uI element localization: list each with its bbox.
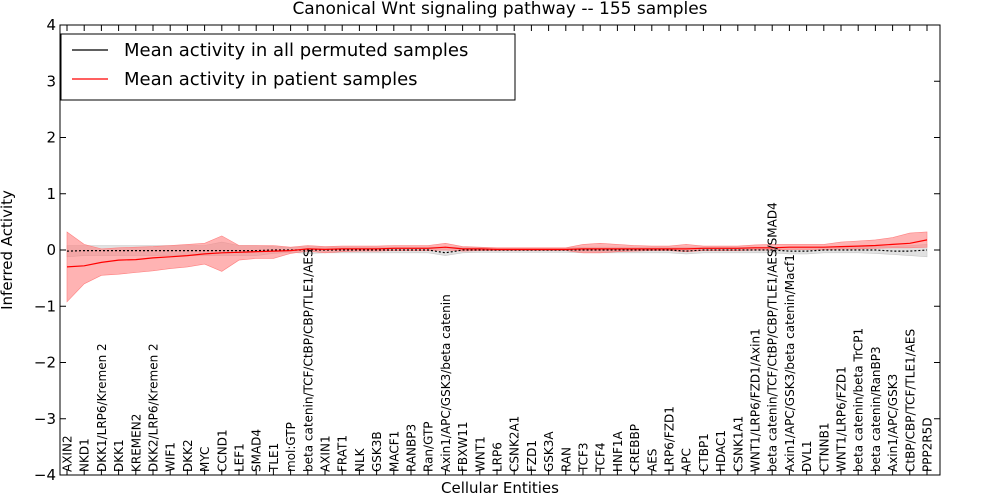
y-axis: −4 −3 −2 −1 0 1 2 3 4 [34,16,940,484]
x-tick-label: LEF1 [233,443,247,472]
x-tick-label: RANBP3 [405,424,419,472]
x-tick-label: DVL1 [800,440,814,472]
legend-label-permuted: Mean activity in all permuted samples [124,40,468,61]
x-tick-label: WNT1/LRP6/FZD1 [835,366,849,472]
x-tick-label: DKK1/LRP6/Kremen 2 [95,343,109,472]
x-tick-label: Axin1/APC/GSK3/beta catenin [439,294,453,472]
x-tick-label: DKK1 [112,439,126,472]
y-tick-label: −1 [34,297,56,315]
series-lines [66,239,928,268]
y-tick-label: 0 [46,241,56,259]
y-tick-label: −3 [34,410,56,428]
x-tick-label: GSK3A [542,431,556,472]
line-series-1 [66,239,928,268]
x-tick-label: CCND1 [215,429,229,472]
x-tick-label: FZD1 [525,440,539,472]
x-tick-label: NLK [353,447,367,472]
y-axis-label: Inferred Activity [0,190,16,310]
x-tick-label: TCF4 [594,442,608,473]
x-tick-label: beta catenin/RanBP3 [869,346,883,472]
y-tick-label: −4 [34,466,56,484]
line-series-0 [66,249,928,254]
x-tick-label: Axin1/APC/GSK3/beta catenin/Macf1 [783,254,797,472]
x-tick-label: DKK2/LRP6/Kremen 2 [147,343,161,472]
x-tick-label: WNT1/LRP6/FZD1/Axin1 [749,328,763,472]
x-tick-label: WIF1 [164,442,178,472]
x-tick-label: TLE1 [267,443,281,473]
x-tick-label: CTBP1 [697,433,711,472]
x-tick-label: WNT1 [473,436,487,472]
x-tick-label: GSK3B [370,431,384,472]
x-tick-label: beta catenin/TCF/CtBP/CBP/TLE1/AES [301,249,315,472]
x-tick-label: TCF3 [577,442,591,473]
y-tick-label: 3 [46,72,56,90]
band-series-1 [66,231,928,303]
x-tick-label: beta catenin/TCF/CtBP/CBP/TLE1/AES/SMAD4 [766,202,780,472]
x-tick-label: FBXW11 [456,422,470,473]
x-tick-label: AES [645,449,659,472]
x-tick-label: CSNK1A1 [731,416,745,472]
x-tick-label: HNF1A [611,430,625,472]
x-tick-label: CSNK2A1 [508,416,522,472]
x-tick-label: CREBBP [628,424,642,472]
x-tick-label: AXIN1 [319,435,333,472]
x-tick-label: MACF1 [387,431,401,472]
y-tick-label: 2 [46,129,56,147]
x-tick-label: LRP6 [491,442,505,472]
legend: Mean activity in all permuted samples Me… [60,33,516,101]
x-tick-label: CTNNB1 [817,422,831,472]
legend-label-patient: Mean activity in patient samples [124,69,418,90]
x-axis: AXIN2 NKD1 DKK1/LRP6/Kremen 2 DKK1 KREMEN2 DK… [61,25,935,475]
y-tick-label: 1 [46,185,56,203]
x-tick-label: LRP6/FZD1 [663,406,677,472]
x-tick-label: Axin1/APC/GSK3 [886,374,900,472]
x-axis-label: Cellular Entities [441,479,559,497]
x-tick-label: MYC [198,447,212,472]
x-tick-label: CtBP/CBP/TCF/TLE1/AES [903,329,917,472]
x-tick-label: mol:GTP [284,422,298,472]
chart-title: Canonical Wnt signaling pathway -- 155 s… [292,0,707,19]
x-tick-label: SMAD4 [250,429,264,472]
x-tick-label: PPP2R5D [921,417,935,472]
x-tick-label: DKK2 [181,439,195,472]
x-tick-label: KREMEN2 [129,414,143,472]
x-tick-label: APC [680,448,694,472]
legend-box [60,33,516,101]
x-tick-label: Ran/GTP [422,421,436,472]
x-tick-label: FRAT1 [336,435,350,472]
x-tick-label: RAN [559,447,573,472]
x-tick-label: NKD1 [78,438,92,472]
y-tick-label: −2 [34,354,56,372]
x-tick-label: AXIN2 [61,435,75,472]
x-tick-label: beta catenin/beta TrCP1 [852,328,866,472]
confidence-bands [66,231,928,303]
x-tick-label: HDAC1 [714,430,728,472]
y-tick-label: 4 [46,16,56,34]
